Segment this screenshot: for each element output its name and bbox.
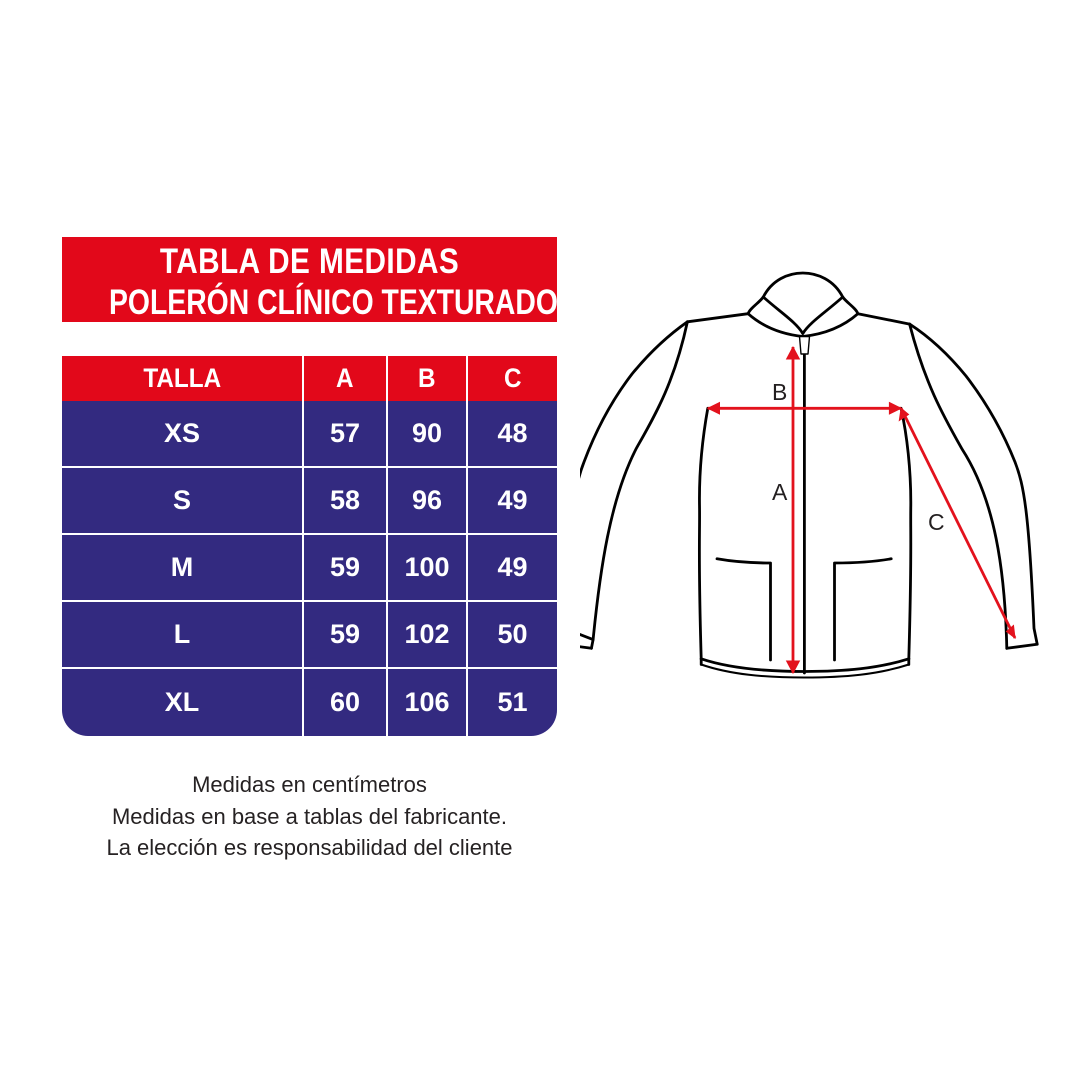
svg-text:A: A — [772, 479, 788, 505]
svg-text:B: B — [772, 379, 787, 405]
svg-text:C: C — [928, 509, 945, 535]
